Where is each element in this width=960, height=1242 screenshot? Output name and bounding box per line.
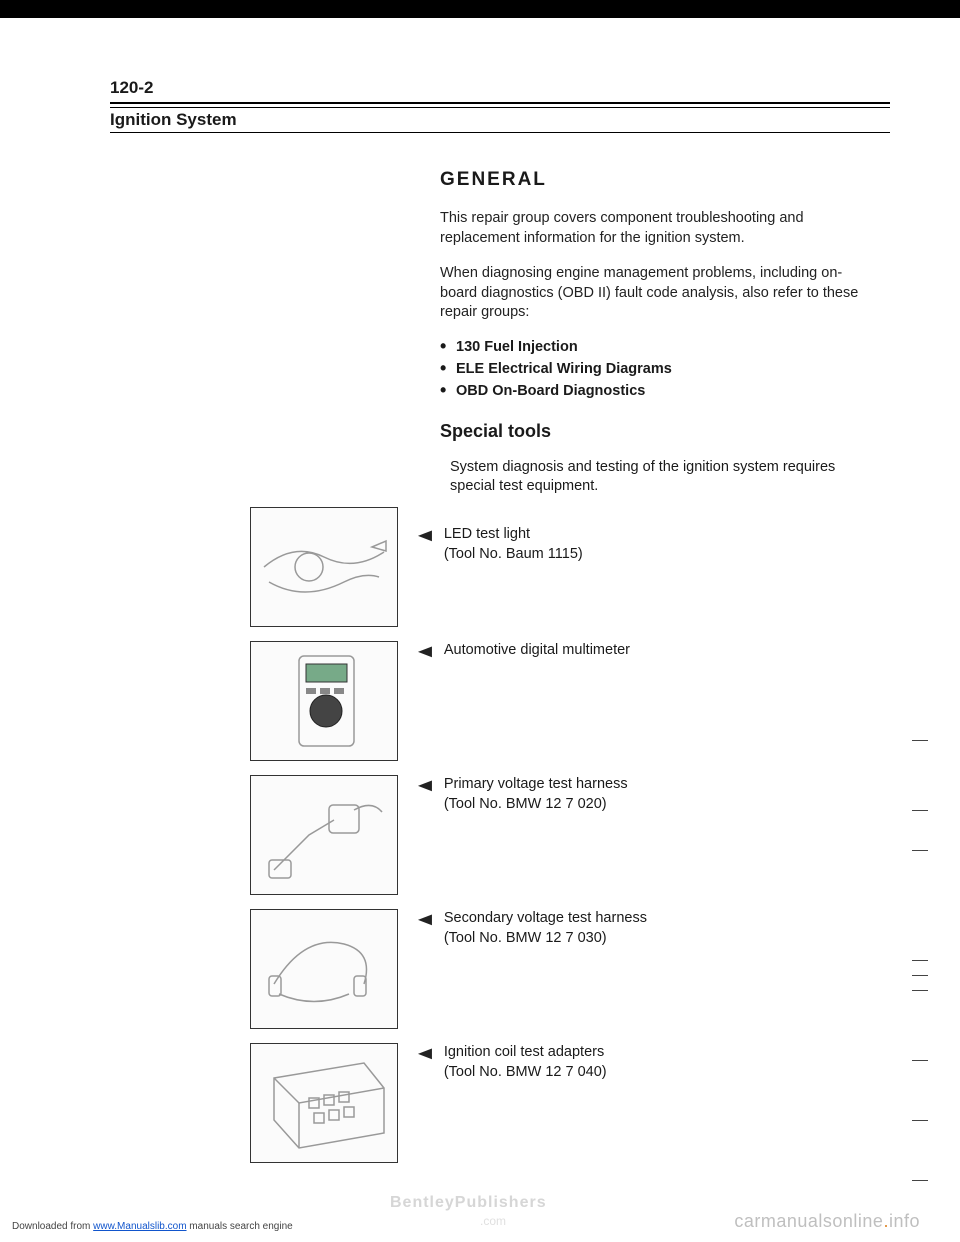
tool-text: Ignition coil test adapters (Tool No. BM…	[444, 1043, 744, 1082]
scan-edge-marks	[908, 0, 928, 1242]
footer-text-pre: Downloaded from	[12, 1221, 93, 1232]
watermark-suffix: .com	[480, 1214, 506, 1228]
tool-text: Primary voltage test harness (Tool No. B…	[444, 775, 744, 814]
tool-row: ◄ Ignition coil test adapters (Tool No. …	[250, 1043, 890, 1163]
pointer-arrow-icon: ◄	[413, 507, 436, 546]
tool-label: LED test light	[444, 526, 530, 542]
footer-site-tld: info	[889, 1211, 920, 1231]
bullet-item: ELE Electrical Wiring Diagrams	[440, 361, 870, 377]
tool-text: LED test light (Tool No. Baum 1115)	[444, 507, 744, 564]
tool-number: (Tool No. BMW 12 7 040)	[444, 1064, 607, 1080]
paragraph-2: When diagnosing engine management proble…	[440, 264, 870, 323]
tool-row: ◄ LED test light (Tool No. Baum 1115)	[250, 507, 890, 627]
footer-source: Downloaded from www.Manualslib.com manua…	[12, 1221, 293, 1232]
text-column: GENERAL This repair group covers compone…	[440, 169, 870, 442]
header-rule	[110, 102, 890, 108]
heading-general: GENERAL	[440, 169, 870, 191]
page-number: 120-2	[110, 78, 890, 98]
tool-number: (Tool No. BMW 12 7 030)	[444, 930, 607, 946]
tool-image-multimeter	[250, 641, 398, 761]
tool-image-primary-harness	[250, 775, 398, 895]
pointer-arrow-icon: ◄	[413, 909, 436, 930]
section-title: Ignition System	[110, 110, 890, 133]
heading-special-tools: Special tools	[440, 421, 870, 442]
tool-number: (Tool No. Baum 1115)	[444, 546, 583, 562]
tool-label: Secondary voltage test harness	[444, 910, 647, 926]
paragraph-1: This repair group covers component troub…	[440, 209, 870, 248]
footer-site-name: carmanualsonline	[734, 1211, 883, 1231]
document-page: 120-2 Ignition System GENERAL This repai…	[0, 18, 960, 1177]
tool-label: Primary voltage test harness	[444, 776, 628, 792]
special-tools-intro: System diagnosis and testing of the igni…	[450, 458, 870, 497]
tool-row: ◄ Primary voltage test harness (Tool No.…	[250, 775, 890, 895]
footer-site-watermark: carmanualsonline.info	[734, 1211, 920, 1232]
tool-image-led-light	[250, 507, 398, 627]
footer-source-link[interactable]: www.Manualslib.com	[93, 1221, 186, 1232]
footer-text-post: manuals search engine	[187, 1221, 293, 1232]
tool-row: ◄ Automotive digital multimeter	[250, 641, 890, 761]
tool-row: ◄ Secondary voltage test harness (Tool N…	[250, 909, 890, 1029]
watermark-publisher: BentleyPublishers	[390, 1194, 547, 1212]
bullet-list: 130 Fuel Injection ELE Electrical Wiring…	[440, 339, 870, 399]
tool-text: Secondary voltage test harness (Tool No.…	[444, 909, 744, 948]
tool-image-secondary-harness	[250, 909, 398, 1029]
bullet-item: OBD On-Board Diagnostics	[440, 383, 870, 399]
tool-number: (Tool No. BMW 12 7 020)	[444, 796, 607, 812]
pointer-arrow-icon: ◄	[413, 1043, 436, 1064]
tool-label: Ignition coil test adapters	[444, 1044, 604, 1060]
tool-text: Automotive digital multimeter	[444, 641, 744, 661]
top-black-bar	[0, 0, 960, 18]
pointer-arrow-icon: ◄	[413, 641, 436, 662]
bullet-item: 130 Fuel Injection	[440, 339, 870, 355]
pointer-arrow-icon: ◄	[413, 775, 436, 796]
tool-image-coil-adapters	[250, 1043, 398, 1163]
tool-label: Automotive digital multimeter	[444, 642, 630, 658]
